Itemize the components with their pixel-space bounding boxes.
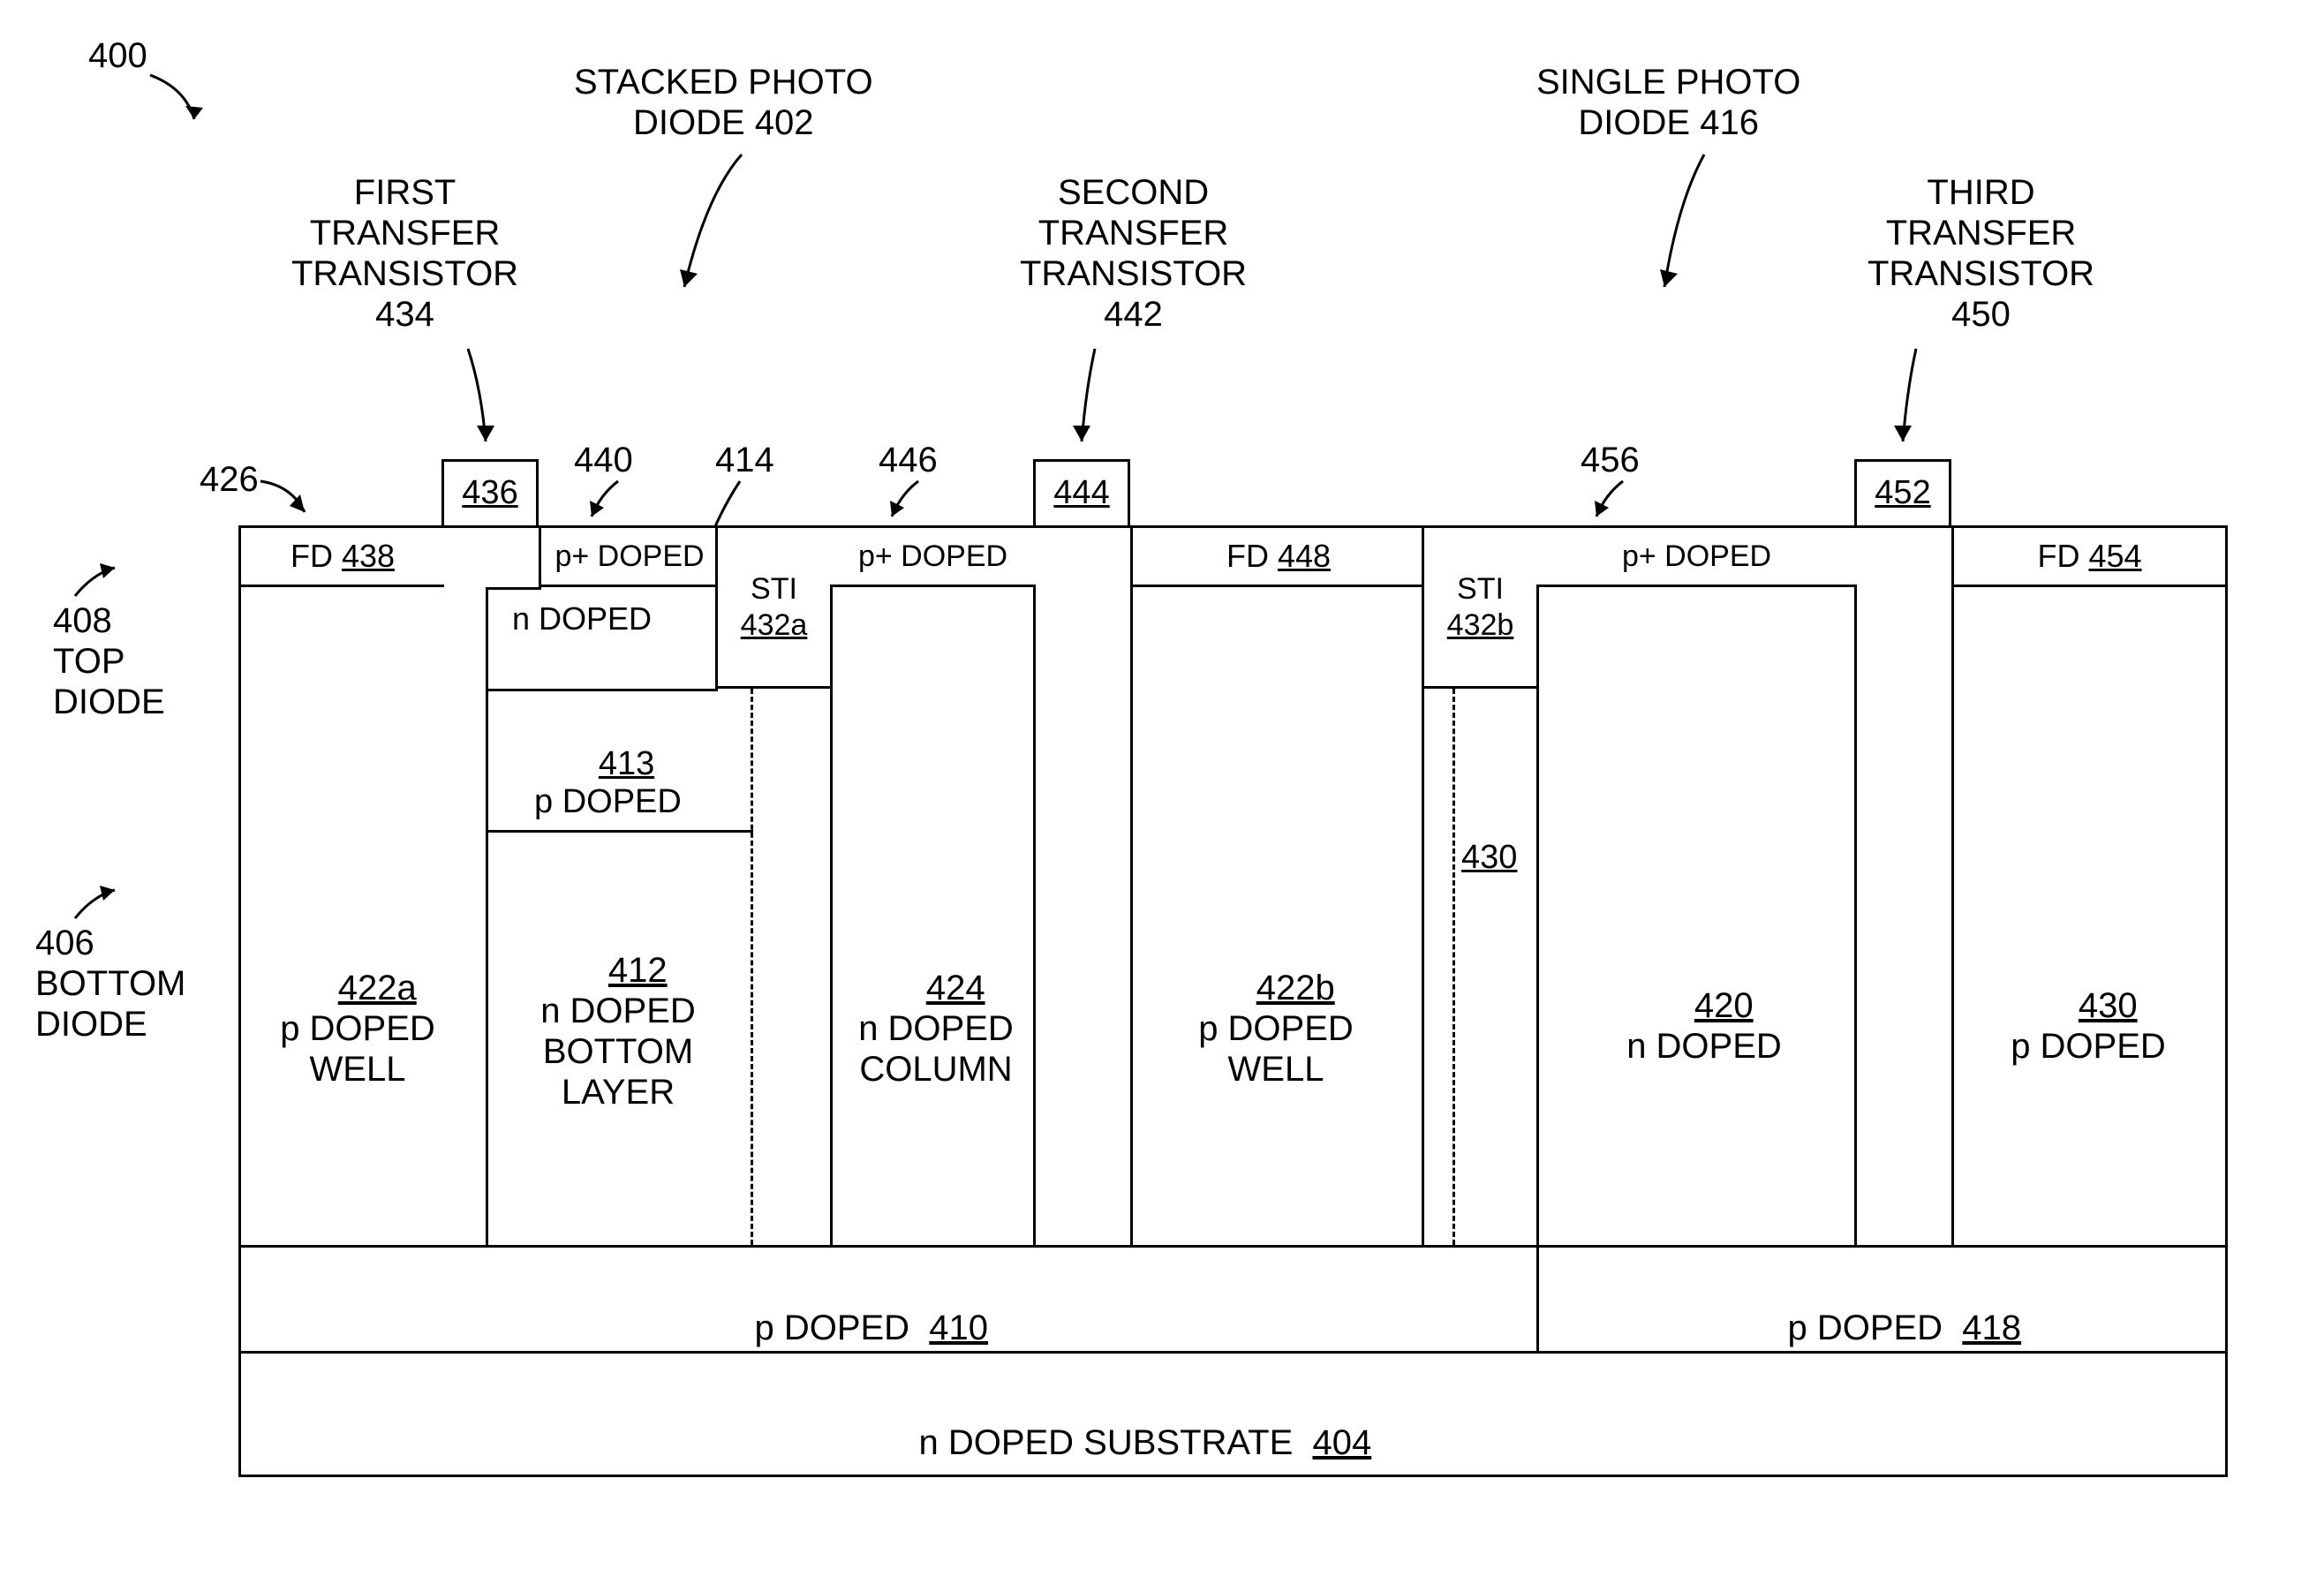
gate-444: 444 bbox=[1033, 459, 1130, 528]
lead-414: 414 bbox=[715, 440, 774, 480]
col-422b: 422bp DOPED WELL bbox=[1166, 927, 1386, 1130]
col-412: 412n DOPED BOTTOM LAYER bbox=[494, 909, 742, 1153]
col-422a: 422ap DOPED WELL bbox=[260, 927, 455, 1130]
arrow-bottom-diode bbox=[66, 883, 128, 927]
label-second-transfer: SECOND TRANSFER TRANSISTOR 442 bbox=[1020, 172, 1247, 335]
p-doped-418: p DOPED 418 bbox=[1748, 1267, 2021, 1389]
arrow-446 bbox=[883, 477, 936, 530]
pplus-446-label: p+ DOPED bbox=[858, 539, 1007, 575]
figure-ref-400: 400 bbox=[88, 35, 147, 76]
arrow-top-diode bbox=[66, 561, 128, 605]
arrow-third-transfer bbox=[1881, 344, 1951, 459]
fd-454-box: FD 454 bbox=[1951, 525, 2228, 587]
col-422b-right bbox=[1422, 689, 1424, 1245]
arrow-440 bbox=[583, 477, 636, 530]
pplus-446-box: p+ DOPED bbox=[830, 525, 1036, 587]
fd-448-label: FD 448 bbox=[1226, 537, 1331, 575]
n-doped-414-bottom bbox=[486, 689, 718, 691]
columns-bottom-line-left bbox=[238, 1245, 1539, 1248]
col-412-424-dashed bbox=[751, 689, 753, 1245]
p-413-block: 413p DOPED bbox=[534, 706, 682, 861]
sti-432a-box: STI432a bbox=[715, 525, 833, 689]
outer-left-edge bbox=[238, 525, 241, 1475]
surface-under-452 bbox=[1854, 525, 1954, 528]
figure-ref-arrow bbox=[141, 71, 230, 141]
col-430: 430p DOPED bbox=[1982, 945, 2194, 1107]
fd-448-box: FD 448 bbox=[1130, 525, 1424, 587]
label-stacked-photo-diode: STACKED PHOTO DIODE 402 bbox=[574, 62, 873, 143]
fd-454-label: FD 454 bbox=[2037, 537, 2141, 575]
pplus-440-box: p+ DOPED bbox=[539, 525, 718, 587]
fd-438-label: FD 438 bbox=[290, 537, 395, 575]
diagram-root: 400 STACKED PHOTO DIODE 402 SINGLE PHOTO… bbox=[35, 35, 2289, 1549]
substrate-label: n DOPED SUBSTRATE 404 bbox=[879, 1382, 1371, 1504]
outer-right-edge bbox=[2225, 525, 2228, 1475]
arrow-stacked-photo-diode bbox=[671, 150, 777, 309]
arrow-second-transfer bbox=[1060, 344, 1130, 459]
label-first-transfer: FIRST TRANSFER TRANSISTOR 434 bbox=[291, 172, 518, 335]
fd-438-box: FD 438 bbox=[238, 525, 444, 587]
col-430-dashed bbox=[1452, 689, 1455, 1245]
n-doped-414-label: n DOPED bbox=[512, 600, 652, 637]
col-430-left bbox=[1951, 587, 1954, 1245]
col-420: 420n DOPED bbox=[1607, 945, 1801, 1107]
surface-under-436 bbox=[441, 525, 541, 528]
arrow-first-transfer bbox=[459, 344, 530, 459]
sti-432b-label: STI432b bbox=[1447, 571, 1514, 644]
p-413-bottom bbox=[486, 830, 753, 833]
sti-432a-label: STI432a bbox=[741, 571, 808, 644]
arrow-426 bbox=[256, 472, 327, 525]
label-third-transfer: THIRD TRANSFER TRANSISTOR 450 bbox=[1868, 172, 2094, 335]
lead-440: 440 bbox=[574, 440, 633, 480]
col-422b-left bbox=[1130, 587, 1133, 1245]
ref-430-right: 430 bbox=[1461, 839, 1517, 878]
arrow-single-photo-diode bbox=[1651, 150, 1757, 309]
label-single-photo-diode: SINGLE PHOTO DIODE 416 bbox=[1536, 62, 1800, 143]
lead-426: 426 bbox=[200, 459, 259, 500]
pplus-456-label: p+ DOPED bbox=[1622, 539, 1771, 575]
p-doped-410: p DOPED 410 bbox=[715, 1267, 988, 1389]
gate-452: 452 bbox=[1854, 459, 1951, 528]
p-layer-bottom bbox=[238, 1351, 2228, 1354]
gate-444-ref: 444 bbox=[1053, 473, 1109, 514]
sti-432b-box: STI432b bbox=[1422, 525, 1539, 689]
arrow-456 bbox=[1588, 477, 1641, 530]
surface-under-444 bbox=[1033, 525, 1133, 528]
col-420-right bbox=[1854, 587, 1857, 1245]
lead-446: 446 bbox=[879, 440, 938, 480]
col-424-left bbox=[830, 587, 833, 1245]
substrate-bottom bbox=[238, 1475, 2228, 1477]
side-label-top-diode: 408 TOP DIODE bbox=[53, 600, 165, 722]
side-label-bottom-diode: 406 BOTTOM DIODE bbox=[35, 923, 185, 1045]
gate-452-ref: 452 bbox=[1875, 473, 1930, 514]
gate-436-ref: 436 bbox=[462, 473, 517, 514]
pplus-440-label: p+ DOPED bbox=[555, 539, 704, 575]
pplus-456-box: p+ DOPED bbox=[1536, 525, 1857, 587]
gate-436: 436 bbox=[441, 459, 539, 528]
col-424-right bbox=[1033, 587, 1036, 1245]
n-doped-414-top bbox=[486, 587, 541, 590]
col-420-left bbox=[1536, 587, 1539, 1351]
col-422a-412 bbox=[486, 587, 488, 1245]
lead-456: 456 bbox=[1581, 440, 1640, 480]
columns-bottom-line-right bbox=[1536, 1245, 2228, 1248]
col-424: 424n DOPED COLUMN bbox=[826, 927, 1046, 1130]
